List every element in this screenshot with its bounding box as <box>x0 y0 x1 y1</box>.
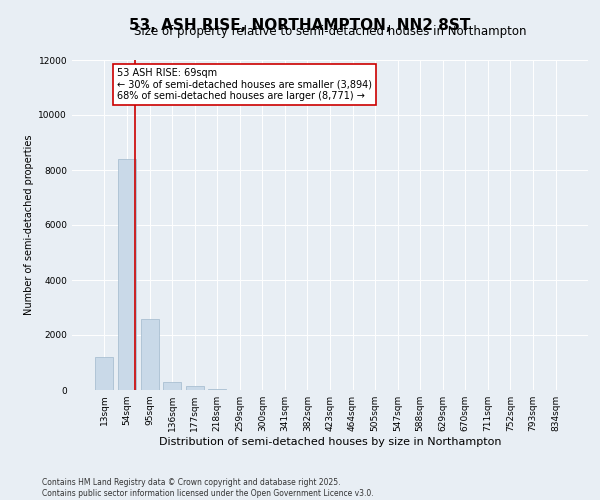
Text: 53, ASH RISE, NORTHAMPTON, NN2 8ST: 53, ASH RISE, NORTHAMPTON, NN2 8ST <box>130 18 470 32</box>
Y-axis label: Number of semi-detached properties: Number of semi-detached properties <box>24 134 34 316</box>
Title: Size of property relative to semi-detached houses in Northampton: Size of property relative to semi-detach… <box>134 25 526 38</box>
Text: 53 ASH RISE: 69sqm
← 30% of semi-detached houses are smaller (3,894)
68% of semi: 53 ASH RISE: 69sqm ← 30% of semi-detache… <box>117 68 372 102</box>
Bar <box>118 159 136 390</box>
Bar <box>208 388 226 390</box>
X-axis label: Distribution of semi-detached houses by size in Northampton: Distribution of semi-detached houses by … <box>159 437 501 447</box>
Text: Contains HM Land Registry data © Crown copyright and database right 2025.
Contai: Contains HM Land Registry data © Crown c… <box>42 478 374 498</box>
Bar <box>163 382 181 390</box>
Bar <box>185 386 204 390</box>
Bar <box>140 318 158 390</box>
Bar <box>95 357 113 390</box>
